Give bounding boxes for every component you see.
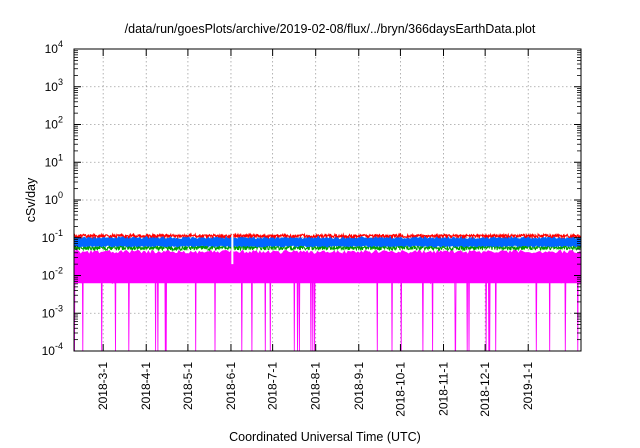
x-tick-label: 2018-11-1: [436, 362, 450, 416]
x-tick-label: 2018-5-1: [181, 362, 195, 410]
grid: [74, 49, 581, 351]
x-tick-label: 2019-1-1: [521, 362, 535, 410]
x-axis-label: Coordinated Universal Time (UTC): [229, 430, 421, 444]
y-tick-label: 102: [45, 115, 63, 132]
y-tick-label: 10-2: [42, 266, 63, 283]
y-tick-label: 10-4: [42, 341, 63, 358]
x-tick-label: 2018-12-1: [478, 362, 492, 417]
series-red: [73, 232, 582, 240]
y-axis: 10-4 10-3 10-2 10-1 100 101 102 103 104: [42, 39, 581, 358]
x-tick-label: 2018-8-1: [309, 362, 323, 410]
y-axis-label: cSv/day: [24, 177, 38, 222]
x-tick-label: 2018-6-1: [224, 362, 238, 410]
y-tick-label: 103: [45, 77, 63, 94]
y-tick-label: 10-3: [42, 303, 63, 320]
chart-title: /data/run/goesPlots/archive/2019-02-08/f…: [125, 22, 536, 36]
series-layer: [73, 232, 582, 352]
y-tick-label: 101: [45, 152, 63, 169]
x-tick-label: 2018-7-1: [266, 362, 280, 410]
x-tick-label: 2018-4-1: [139, 362, 153, 410]
x-tick-label: 2018-9-1: [352, 362, 366, 410]
y-tick-label: 10-1: [42, 228, 63, 245]
series-magenta: [74, 251, 582, 352]
y-tick-label: 100: [45, 190, 63, 207]
x-tick-label: 2018-10-1: [393, 362, 407, 417]
x-tick-label: 2018-3-1: [96, 362, 110, 410]
y-tick-label: 104: [45, 39, 63, 56]
data-gap: [231, 234, 234, 265]
x-axis: 2018-3-1 2018-4-1 2018-5-1 2018-6-1 2018-7-1…: [96, 49, 535, 417]
